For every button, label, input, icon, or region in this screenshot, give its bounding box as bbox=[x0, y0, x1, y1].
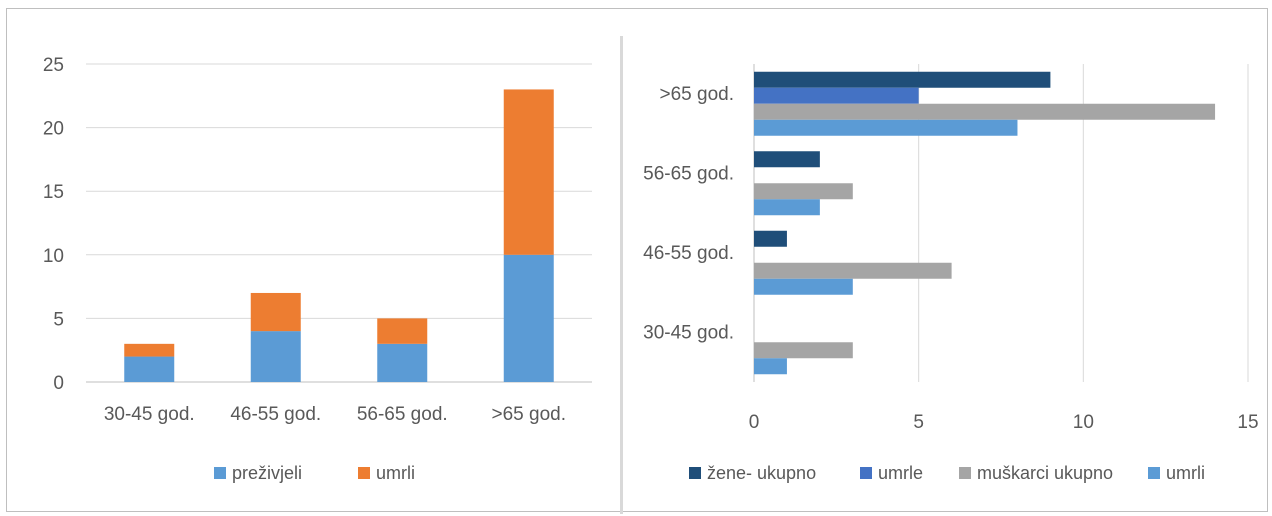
y-tick-label: 46-55 god. bbox=[643, 243, 734, 264]
hbar-series-0 bbox=[754, 71, 1051, 88]
bar-umrli bbox=[124, 343, 175, 357]
right-legend: žene- ukupno umrle muškarci ukupno umrli bbox=[689, 463, 1205, 483]
figure-frame bbox=[6, 8, 1268, 512]
stacked-bar-chart: 0 5 10 15 20 25 30-45 god. 46-55 god. 56-65 god… bbox=[43, 55, 592, 483]
hbar-series-2 bbox=[754, 342, 853, 359]
legend-swatch bbox=[959, 467, 971, 479]
x-tick-label: 10 bbox=[1073, 412, 1094, 433]
legend-label: umrli bbox=[376, 463, 415, 483]
y-tick-label: 0 bbox=[53, 373, 64, 394]
y-tick-label: 10 bbox=[43, 246, 64, 267]
legend-label: umrli bbox=[1166, 463, 1205, 483]
bar-umrli bbox=[377, 318, 428, 344]
y-tick-label: 30-45 god. bbox=[643, 322, 734, 343]
bar-prezivjeli bbox=[250, 331, 301, 382]
right-y-tick-labels: 30-45 god. 46-55 god. 56-65 god. >65 god. bbox=[643, 84, 734, 344]
bar-umrli bbox=[250, 292, 301, 332]
right-x-tick-labels: 0 5 10 15 bbox=[749, 412, 1259, 433]
hbar-series-3 bbox=[754, 358, 787, 375]
x-tick-label: 46-55 god. bbox=[230, 404, 321, 425]
panel-divider bbox=[620, 36, 623, 514]
x-tick-label: >65 god. bbox=[492, 404, 567, 425]
hbar-series-3 bbox=[754, 278, 853, 295]
hbar-series-0 bbox=[754, 151, 820, 168]
legend-label: preživjeli bbox=[232, 463, 302, 483]
legend-label: žene- ukupno bbox=[707, 463, 816, 483]
bar-prezivjeli bbox=[503, 254, 554, 382]
hbar-series-3 bbox=[754, 119, 1018, 136]
legend-swatch bbox=[689, 467, 701, 479]
left-y-tick-labels: 0 5 10 15 20 25 bbox=[43, 55, 64, 394]
x-tick-label: 56-65 god. bbox=[357, 404, 448, 425]
legend-swatch bbox=[1148, 467, 1160, 479]
x-tick-label: 15 bbox=[1237, 412, 1258, 433]
bar-prezivjeli bbox=[377, 343, 428, 382]
hbar-series-2 bbox=[754, 183, 853, 200]
hbar-series-0 bbox=[754, 230, 787, 247]
left-bars bbox=[124, 89, 554, 382]
left-x-tick-labels: 30-45 god. 46-55 god. 56-65 god. >65 god. bbox=[104, 404, 566, 425]
legend-swatch bbox=[860, 467, 872, 479]
y-tick-label: 25 bbox=[43, 55, 64, 76]
legend-label: umrle bbox=[878, 463, 923, 483]
y-tick-label: >65 god. bbox=[660, 84, 735, 105]
y-tick-label: 15 bbox=[43, 182, 64, 203]
hbar-series-2 bbox=[754, 262, 952, 279]
legend-label: muškarci ukupno bbox=[977, 463, 1113, 483]
hbar-series-3 bbox=[754, 199, 820, 216]
legend-swatch bbox=[214, 467, 226, 479]
y-tick-label: 56-65 god. bbox=[643, 163, 734, 184]
y-tick-label: 5 bbox=[53, 309, 64, 330]
x-tick-label: 30-45 god. bbox=[104, 404, 195, 425]
right-bars bbox=[754, 71, 1216, 375]
x-tick-label: 5 bbox=[913, 412, 924, 433]
hbar-series-2 bbox=[754, 103, 1216, 120]
left-legend: preživjeli umrli bbox=[214, 463, 415, 483]
legend-swatch bbox=[358, 467, 370, 479]
grouped-horizontal-bar-chart: 30-45 god. 46-55 god. 56-65 god. >65 god. 0… bbox=[643, 64, 1259, 483]
bar-umrli bbox=[503, 89, 554, 255]
hbar-series-1 bbox=[754, 87, 919, 104]
bar-prezivjeli bbox=[124, 356, 175, 382]
x-tick-label: 0 bbox=[749, 412, 760, 433]
y-tick-label: 20 bbox=[43, 119, 64, 140]
